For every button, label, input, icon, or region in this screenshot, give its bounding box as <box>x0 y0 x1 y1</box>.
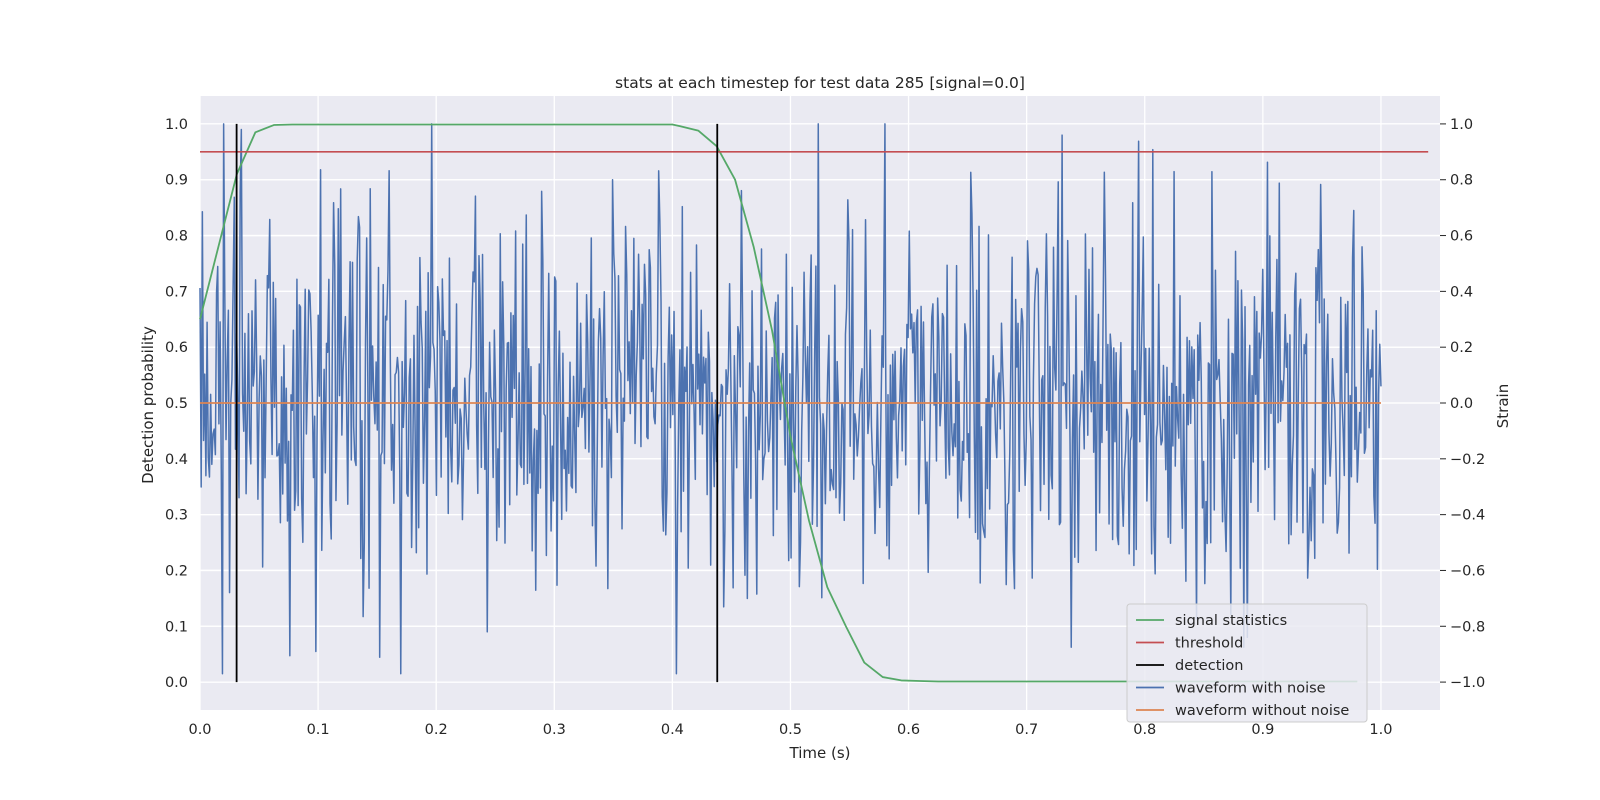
y-right-tick-label: −1.0 <box>1450 675 1485 691</box>
legend: signal statistics threshold detection wavef… <box>1126 603 1368 723</box>
x-tick-label: 0.3 <box>543 722 566 738</box>
y-tick-label: 0.3 <box>165 508 188 524</box>
x-tick-label: 0.7 <box>1015 722 1038 738</box>
y-right-tick-label: 0.0 <box>1450 396 1473 412</box>
y-right-tick-label: 0.4 <box>1450 284 1473 300</box>
y-tick-label: 0.2 <box>165 563 188 579</box>
y-axis-right-label: Strain <box>1494 384 1512 428</box>
y-tick-label: 1.0 <box>165 117 188 133</box>
y-tick-label: 0.8 <box>165 229 188 245</box>
y-right-tick-label: −0.6 <box>1450 563 1485 579</box>
y-axis-right-ticks: −1.0 −0.8 −0.6 −0.4 −0.2 0.0 0.2 0.4 0.6 0.8 1.0 <box>1440 117 1485 691</box>
x-tick-label: 0.1 <box>307 722 330 738</box>
y-right-tick-label: −0.2 <box>1450 452 1485 468</box>
x-tick-label: 1.0 <box>1369 722 1392 738</box>
waveform-with-noise-line <box>199 123 1382 675</box>
x-tick-label: 0.4 <box>661 722 684 738</box>
x-tick-label: 0.9 <box>1251 722 1274 738</box>
detection-series <box>235 123 719 683</box>
y-right-tick-label: −0.4 <box>1450 508 1485 524</box>
y-right-tick-label: 1.0 <box>1450 117 1473 133</box>
y-tick-label: 0.9 <box>165 173 188 189</box>
legend-label: detection <box>1175 658 1243 674</box>
x-tick-label: 0.5 <box>779 722 802 738</box>
y-axis-ticks: 0.0 0.1 0.2 0.3 0.4 0.5 0.6 0.7 0.8 0.9 1.0 <box>165 117 188 691</box>
y-axis-label: Detection probability <box>139 326 157 484</box>
chart-title: stats at each timestep for test data 285… <box>615 74 1025 92</box>
y-tick-label: 0.4 <box>165 452 188 468</box>
x-tick-label: 0.0 <box>188 722 211 738</box>
y-tick-label: 0.1 <box>165 619 188 635</box>
y-tick-label: 0.5 <box>165 396 188 412</box>
waveform-with-noise-series <box>199 123 1382 675</box>
y-right-tick-label: 0.8 <box>1450 173 1473 189</box>
x-axis-ticks: 0.0 0.1 0.2 0.3 0.4 0.5 0.6 0.7 0.8 0.9 1.0 <box>188 722 1392 738</box>
legend-label: signal statistics <box>1175 613 1287 629</box>
y-right-tick-label: 0.6 <box>1450 229 1473 245</box>
y-right-tick-label: −0.8 <box>1450 619 1485 635</box>
y-tick-label: 0.6 <box>165 340 188 356</box>
x-tick-label: 0.8 <box>1133 722 1156 738</box>
x-axis-label: Time (s) <box>789 744 851 762</box>
legend-label: waveform without noise <box>1175 703 1349 719</box>
signal-statistics-line <box>199 123 1358 683</box>
legend-label: threshold <box>1175 636 1243 652</box>
y-right-tick-label: 0.2 <box>1450 340 1473 356</box>
x-tick-label: 0.2 <box>425 722 448 738</box>
legend-box <box>1126 603 1368 723</box>
signal-statistics-series <box>199 123 1358 683</box>
y-tick-label: 0.0 <box>165 675 188 691</box>
x-tick-label: 0.6 <box>897 722 920 738</box>
y-tick-label: 0.7 <box>165 284 188 300</box>
legend-label: waveform with noise <box>1175 681 1326 697</box>
